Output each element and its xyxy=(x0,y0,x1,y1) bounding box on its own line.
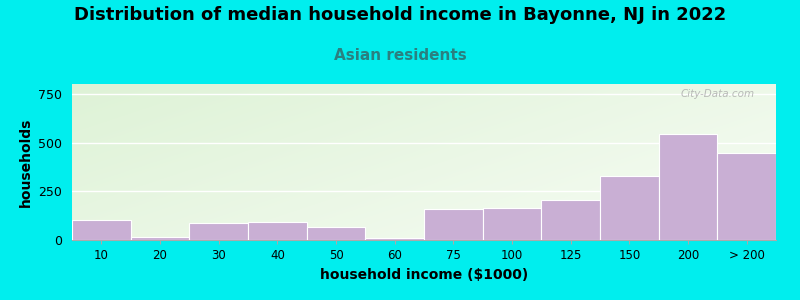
Bar xyxy=(306,227,366,240)
Y-axis label: households: households xyxy=(18,117,33,207)
Bar xyxy=(424,209,482,240)
Text: City-Data.com: City-Data.com xyxy=(681,89,755,99)
Bar xyxy=(366,238,424,240)
Bar xyxy=(718,153,776,240)
Text: Asian residents: Asian residents xyxy=(334,48,466,63)
Bar xyxy=(248,223,306,240)
Bar xyxy=(482,208,542,240)
Bar xyxy=(600,176,658,240)
Text: Distribution of median household income in Bayonne, NJ in 2022: Distribution of median household income … xyxy=(74,6,726,24)
Bar xyxy=(72,220,130,240)
Bar xyxy=(190,224,248,240)
X-axis label: household income ($1000): household income ($1000) xyxy=(320,268,528,282)
Bar xyxy=(542,200,600,240)
Bar xyxy=(658,134,718,240)
Bar xyxy=(130,237,190,240)
